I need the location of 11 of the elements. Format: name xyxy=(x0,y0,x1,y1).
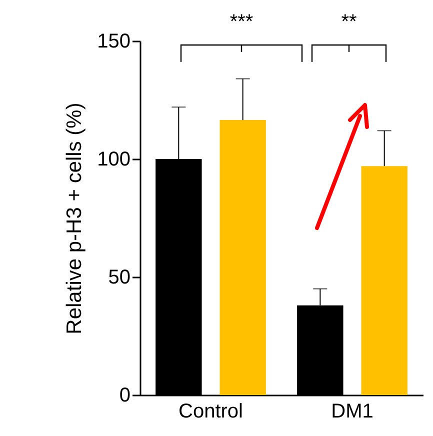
y-tick-label: 0 xyxy=(119,384,130,406)
y-tick-label: 150 xyxy=(97,30,130,52)
text: *** xyxy=(230,11,254,33)
bar xyxy=(361,166,408,395)
y-tick-label: 100 xyxy=(97,148,130,170)
text: ** xyxy=(341,11,357,33)
x-tick-label: Control xyxy=(178,400,243,422)
y-axis-title: Relative p-H3 + cells (%) xyxy=(63,102,86,334)
x-tick-label: DM1 xyxy=(331,400,374,422)
bar xyxy=(220,120,266,395)
y-tick-label: 50 xyxy=(108,266,130,288)
